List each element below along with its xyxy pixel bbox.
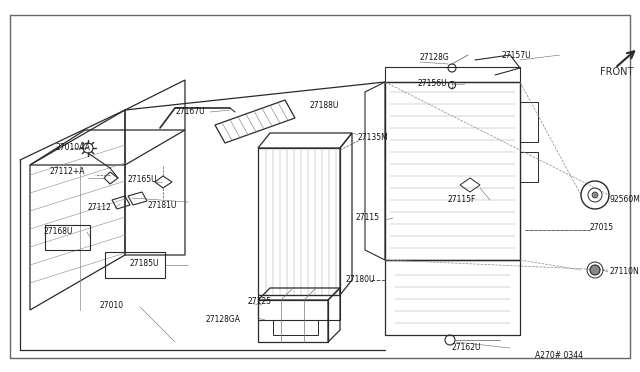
Text: 27165U: 27165U [128,176,157,185]
Text: 27167U: 27167U [175,108,205,116]
Text: 27115: 27115 [355,214,379,222]
Circle shape [592,192,598,198]
Text: 27128GA: 27128GA [205,315,240,324]
Text: 27157U: 27157U [502,51,532,60]
Text: 27010AA: 27010AA [55,144,90,153]
Circle shape [590,265,600,275]
Text: 27128G: 27128G [420,54,450,62]
Text: 27112: 27112 [88,203,112,212]
Text: 27180U: 27180U [345,276,374,285]
Text: 27110N: 27110N [610,267,640,276]
Text: 27112+A: 27112+A [50,167,86,176]
Text: 27162U: 27162U [452,343,481,353]
Text: 27168U: 27168U [44,228,74,237]
Text: 27135M: 27135M [358,134,388,142]
Text: 27181U: 27181U [148,201,177,209]
Text: 92560M: 92560M [610,196,640,205]
Text: 27185U: 27185U [130,259,159,267]
Text: FRONT: FRONT [600,67,634,77]
Text: 27125: 27125 [248,298,272,307]
Text: 27115F: 27115F [448,196,476,205]
Text: 27188U: 27188U [310,100,339,109]
Text: A270# 0344: A270# 0344 [535,350,583,359]
Text: 27156U: 27156U [418,80,447,89]
Text: 27015: 27015 [590,224,614,232]
Text: 27010: 27010 [100,301,124,310]
